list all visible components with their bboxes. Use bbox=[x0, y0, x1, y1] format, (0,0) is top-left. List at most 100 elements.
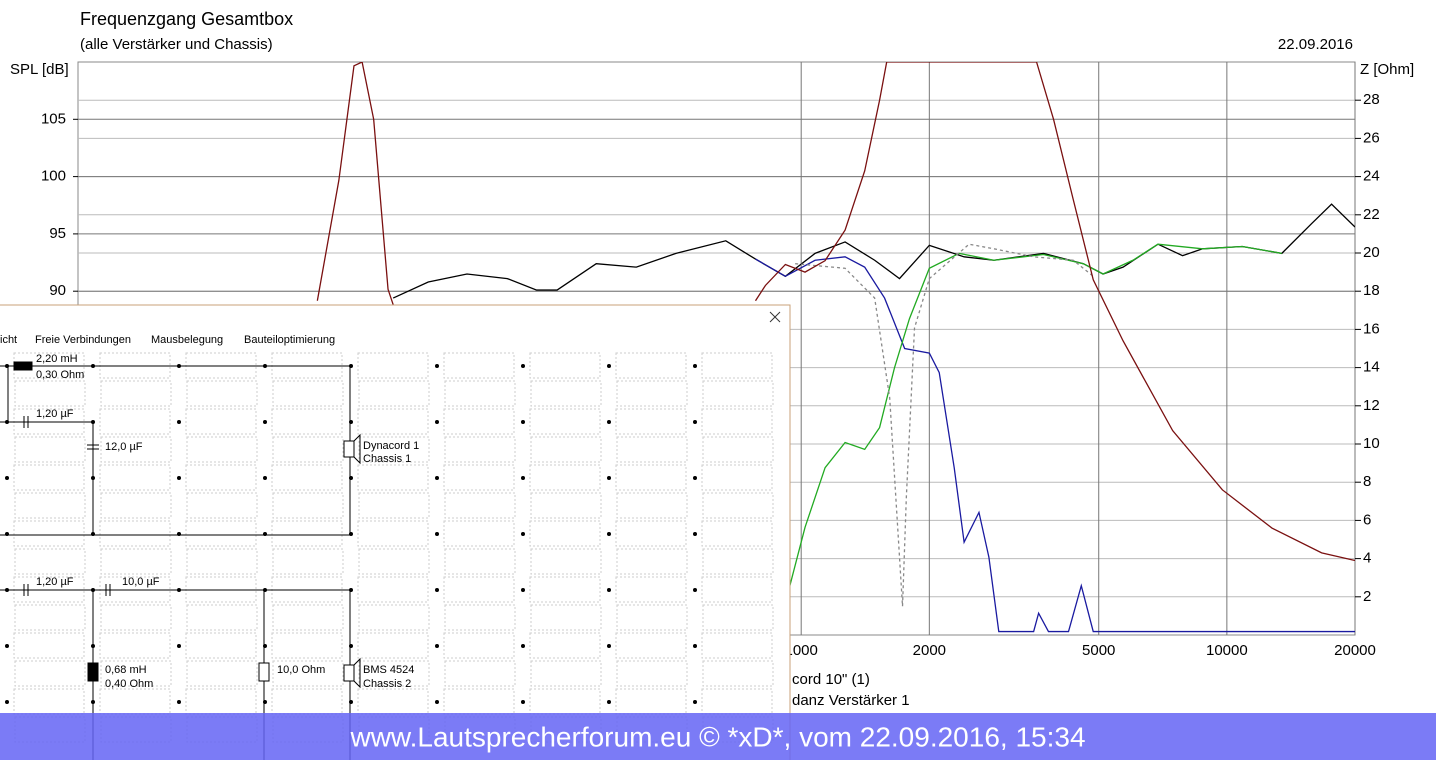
node-dot bbox=[607, 532, 611, 536]
placement-slot bbox=[615, 408, 687, 435]
menu-item[interactable]: Bauteiloptimierung bbox=[244, 334, 335, 346]
legend-entry: cord 10" (1) bbox=[792, 671, 870, 688]
chart-subtitle: (alle Verstärker und Chassis) bbox=[80, 36, 273, 53]
placement-slot bbox=[100, 604, 172, 631]
component-label: Dynacord 1 bbox=[363, 440, 419, 452]
placement-slot bbox=[186, 380, 258, 407]
placement-slot bbox=[186, 604, 258, 631]
placement-slot bbox=[530, 492, 602, 519]
watermark-band bbox=[0, 713, 1436, 760]
close-button[interactable] bbox=[769, 311, 781, 323]
placement-slot bbox=[702, 492, 774, 519]
placement-slot bbox=[272, 436, 344, 463]
placement-slot bbox=[13, 464, 85, 491]
placement-slot bbox=[99, 520, 171, 547]
node-dot bbox=[263, 420, 267, 424]
component-label: 1,20 µF bbox=[36, 408, 74, 420]
placement-slot bbox=[616, 436, 688, 463]
y2-tick-label: 12 bbox=[1363, 397, 1380, 414]
y-tick-label: 105 bbox=[41, 110, 66, 127]
node-dot bbox=[177, 476, 181, 480]
placement-slot bbox=[271, 520, 343, 547]
node-dot bbox=[607, 588, 611, 592]
node-dot bbox=[693, 532, 697, 536]
placement-slot bbox=[14, 492, 86, 519]
y2-tick-label: 24 bbox=[1363, 168, 1380, 185]
node-dot bbox=[5, 476, 9, 480]
series-line bbox=[795, 243, 1094, 607]
placement-slot bbox=[444, 436, 516, 463]
node-dot bbox=[177, 700, 181, 704]
placement-slot bbox=[186, 492, 258, 519]
placement-slot bbox=[701, 464, 773, 491]
window-frame bbox=[0, 304, 791, 760]
placement-slot bbox=[616, 604, 688, 631]
node-dot bbox=[521, 476, 525, 480]
placement-slot bbox=[702, 660, 774, 687]
circuit-window: icht Freie Verbindungen Mausbelegung Bau… bbox=[0, 304, 791, 760]
placement-slot bbox=[358, 548, 430, 575]
placement-slot bbox=[99, 408, 171, 435]
placement-slot bbox=[529, 576, 601, 603]
x-tick-label: 1000 bbox=[785, 642, 818, 659]
placement-slot bbox=[271, 632, 343, 659]
placement-slot bbox=[701, 520, 773, 547]
placement-slot bbox=[530, 604, 602, 631]
node-dot bbox=[693, 644, 697, 648]
y2-tick-label: 10 bbox=[1363, 435, 1380, 452]
node-dot bbox=[521, 532, 525, 536]
placement-slot bbox=[443, 408, 515, 435]
component-label: 12,0 µF bbox=[105, 441, 143, 453]
component-label: BMS 4524 bbox=[363, 664, 414, 676]
node-dot bbox=[435, 700, 439, 704]
node-dot bbox=[435, 588, 439, 592]
curves bbox=[316, 62, 1355, 633]
node-dot bbox=[177, 644, 181, 648]
placement-slot bbox=[100, 660, 172, 687]
placement-slot bbox=[616, 492, 688, 519]
node-dot bbox=[693, 420, 697, 424]
circuit bbox=[0, 361, 361, 760]
placement-slot bbox=[99, 464, 171, 491]
menu-item[interactable]: icht bbox=[0, 334, 17, 346]
placement-slot bbox=[14, 604, 86, 631]
menu-item[interactable]: Mausbelegung bbox=[151, 334, 223, 346]
placement-slot bbox=[186, 436, 258, 463]
placement-slot bbox=[530, 436, 602, 463]
placement-slot bbox=[529, 520, 601, 547]
menu-item[interactable]: Freie Verbindungen bbox=[35, 334, 131, 346]
placement-slot bbox=[357, 520, 429, 547]
placement-slot bbox=[443, 520, 515, 547]
placement-slot bbox=[615, 520, 687, 547]
placement-slot bbox=[616, 380, 688, 407]
y2-tick-label: 20 bbox=[1363, 244, 1380, 261]
watermark: www.Lautsprecherforum.eu © *xD*, vom 22.… bbox=[349, 721, 1085, 752]
placement-slot bbox=[615, 464, 687, 491]
node-dot bbox=[435, 532, 439, 536]
placement-slot bbox=[357, 464, 429, 491]
placement-slot bbox=[615, 632, 687, 659]
placement-slot bbox=[530, 660, 602, 687]
node-dot bbox=[607, 644, 611, 648]
series-line bbox=[755, 256, 1355, 633]
component-label: Chassis 2 bbox=[363, 678, 411, 690]
placement-slot bbox=[272, 380, 344, 407]
y2-tick-label: 22 bbox=[1363, 206, 1380, 223]
node-dot bbox=[693, 476, 697, 480]
placement-slot bbox=[100, 436, 172, 463]
y2-tick-label: 6 bbox=[1363, 511, 1371, 528]
placement-slot bbox=[444, 660, 516, 687]
node-dot bbox=[521, 644, 525, 648]
placement-slot bbox=[272, 660, 344, 687]
placement-slot bbox=[14, 380, 86, 407]
placement-slot bbox=[272, 604, 344, 631]
node-dot bbox=[435, 420, 439, 424]
placement-slot bbox=[358, 436, 430, 463]
y2-tick-label: 16 bbox=[1363, 320, 1380, 337]
node-dot bbox=[607, 364, 611, 368]
placement-slot bbox=[443, 632, 515, 659]
placement-slot bbox=[357, 352, 429, 379]
x-tick-label: 20000 bbox=[1334, 642, 1376, 659]
placement-slot bbox=[701, 352, 773, 379]
